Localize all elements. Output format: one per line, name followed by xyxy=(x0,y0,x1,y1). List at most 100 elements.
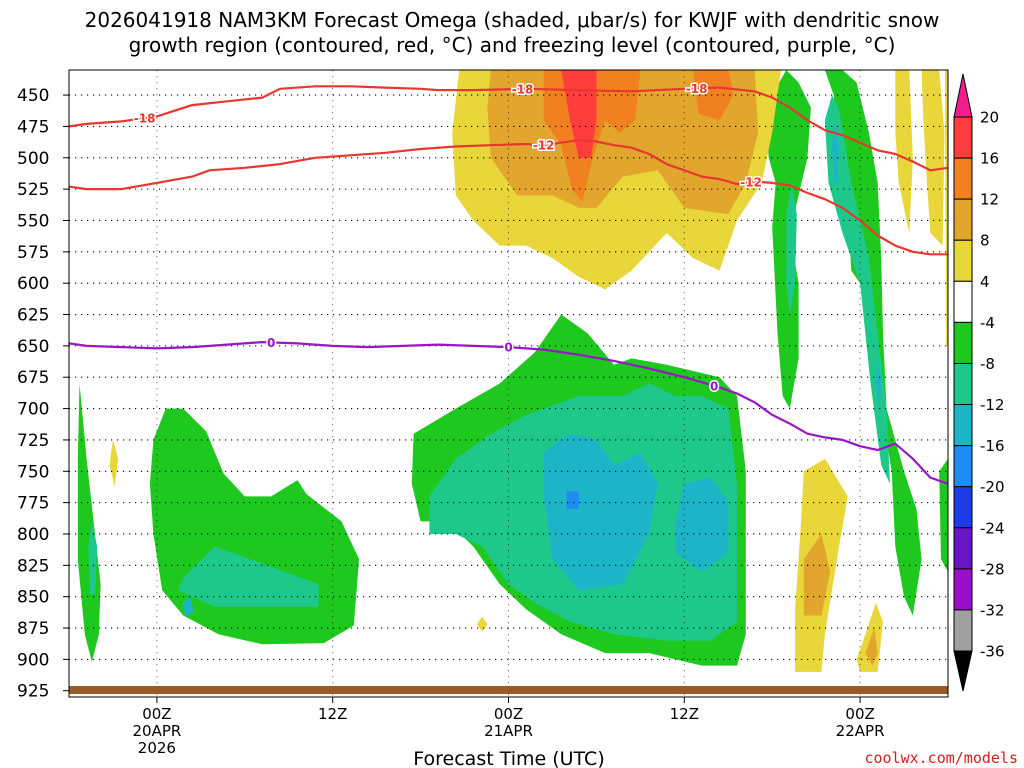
omega-region xyxy=(543,433,658,591)
colorbar-label: 20 xyxy=(980,109,999,127)
colorbar-segment xyxy=(953,239,973,282)
colorbar-segment xyxy=(953,116,973,159)
colorbar-bottom-arrow xyxy=(953,650,973,692)
y-tick-label: 750 xyxy=(17,462,49,482)
colorbar-segment xyxy=(953,445,973,488)
colorbar-label: -4 xyxy=(980,314,995,332)
omega-region xyxy=(786,182,797,315)
x-tick-label: 12Z xyxy=(318,705,347,723)
credit-text: coolwx.com/models xyxy=(864,749,1018,767)
contour-label: -18 xyxy=(686,82,708,96)
omega-region xyxy=(109,439,119,487)
omega-shading xyxy=(77,70,948,672)
x-tick-label: 00Z xyxy=(845,705,874,723)
y-tick-label: 475 xyxy=(17,117,49,137)
colorbar-segment xyxy=(953,568,973,611)
contour-label: 0 xyxy=(267,336,275,350)
y-tick-label: 525 xyxy=(17,180,49,200)
y-tick-label: 600 xyxy=(17,274,49,294)
y-tick-label: 650 xyxy=(17,337,49,357)
x-tick-label: 12Z xyxy=(670,705,699,723)
x-tick-label: 21APR xyxy=(484,722,533,740)
colorbar-label: -32 xyxy=(980,601,1005,619)
y-tick-label: 550 xyxy=(17,211,49,231)
contour-label: -12 xyxy=(533,139,555,153)
contour-label: -12 xyxy=(740,176,762,190)
omega-region xyxy=(875,358,882,409)
y-tick-label: 850 xyxy=(17,588,49,608)
x-axis-title: Forecast Time (UTC) xyxy=(413,748,604,768)
omega-region xyxy=(832,120,839,183)
colorbar-label: -16 xyxy=(980,437,1005,455)
omega-region xyxy=(476,616,488,632)
y-tick-label: 825 xyxy=(17,556,49,576)
colorbar-label: -20 xyxy=(980,478,1005,496)
y-tick-label: 625 xyxy=(17,306,49,326)
colorbar-top-arrow xyxy=(953,73,973,118)
colorbar-label: -24 xyxy=(980,519,1005,537)
chart-title-line2: growth region (contoured, red, °C) and f… xyxy=(129,33,896,57)
contour-label: 0 xyxy=(504,341,512,355)
gridlines xyxy=(69,70,948,697)
omega-region xyxy=(865,628,878,666)
colorbar-label: 16 xyxy=(980,150,999,168)
colorbar-segment xyxy=(953,321,973,364)
omega-region xyxy=(824,95,890,484)
omega-region xyxy=(803,534,831,616)
colorbar-label: -36 xyxy=(980,643,1005,661)
colorbar-label: -12 xyxy=(980,396,1005,414)
temperature-contours: -18 -18 -18 -12 -12 0 0 0 xyxy=(69,80,948,485)
y-tick-label: 775 xyxy=(17,494,49,514)
colorbar-segment xyxy=(953,198,973,241)
omega-region xyxy=(944,70,948,346)
y-tick-label: 575 xyxy=(17,243,49,263)
colorbar-segment xyxy=(953,362,973,406)
colorbar-segment xyxy=(953,486,973,529)
colorbar-segment xyxy=(953,609,973,652)
colorbar-label: 8 xyxy=(980,232,990,250)
omega-region xyxy=(939,458,948,572)
omega-region xyxy=(566,491,579,509)
ground-strip xyxy=(69,686,948,694)
y-tick-label: 725 xyxy=(17,431,49,451)
contour-line xyxy=(69,139,948,256)
chart-title-line1: 2026041918 NAM3KM Forecast Omega (shaded… xyxy=(85,8,940,32)
omega-region xyxy=(675,477,729,572)
y-tick-label: 925 xyxy=(17,682,49,702)
contour-label: -18 xyxy=(134,112,156,126)
colorbar: 20 16 12 8 4 -4 -8 -12 -16 -20 -24 -28 -32 -36 xyxy=(953,73,1005,692)
y-tick-label: 450 xyxy=(17,86,49,106)
y-tick-label: 875 xyxy=(17,619,49,639)
contour-label: 0 xyxy=(710,379,718,393)
x-tick-label: 22APR xyxy=(836,722,885,740)
omega-region xyxy=(693,70,734,121)
colorbar-label: 4 xyxy=(980,273,990,291)
x-tick-label: 00Z xyxy=(142,705,171,723)
x-tick-label: 20APR xyxy=(132,722,181,740)
colorbar-segment xyxy=(953,280,973,323)
colorbar-label: 12 xyxy=(980,191,999,209)
y-tick-label: 675 xyxy=(17,368,49,388)
omega-region xyxy=(88,521,98,595)
y-axis: 450 475 500 525 550 575 600 625 650 675 700 725 750 7… xyxy=(17,86,69,702)
y-tick-label: 700 xyxy=(17,400,49,420)
y-tick-label: 900 xyxy=(17,650,49,670)
contour-line xyxy=(69,85,948,172)
contour-line xyxy=(69,341,948,485)
colorbar-label: -8 xyxy=(980,355,995,373)
y-tick-label: 800 xyxy=(17,525,49,545)
omega-region xyxy=(183,596,194,617)
omega-region xyxy=(816,70,922,616)
colorbar-segment xyxy=(953,527,973,570)
x-tick-label: 00Z xyxy=(494,705,523,723)
colorbar-segment xyxy=(953,157,973,200)
omega-region xyxy=(561,70,597,158)
colorbar-label: -28 xyxy=(980,560,1005,578)
x-tick-label: 2026 xyxy=(138,739,176,757)
omega-region xyxy=(895,70,913,233)
colorbar-segment xyxy=(953,404,973,447)
omega-region xyxy=(178,546,319,607)
contour-label: -18 xyxy=(512,82,534,96)
